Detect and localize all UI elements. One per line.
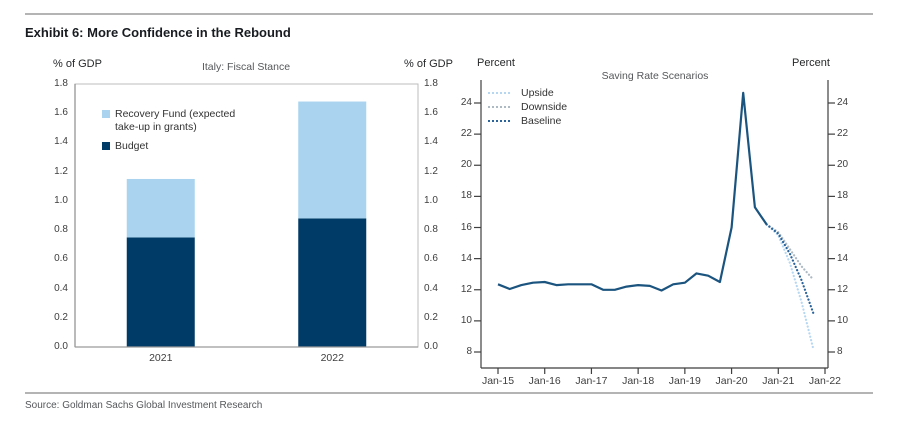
bar-ytick-right-1.0: 1.0 — [424, 194, 438, 206]
legend-item-budget: Budget — [102, 140, 247, 153]
bar-ytick-left-1.2: 1.2 — [54, 165, 68, 177]
line-ytick-right-8: 8 — [837, 346, 843, 357]
bottom-divider — [25, 392, 873, 394]
source-text: Source: Goldman Sachs Global Investment … — [25, 400, 263, 411]
legend-label: Upside — [521, 87, 554, 99]
line-ytick-left-8: 8 — [466, 346, 472, 357]
line-ytick-right-22: 22 — [837, 128, 849, 140]
top-divider — [25, 13, 873, 15]
bar-ytick-right-0.4: 0.4 — [424, 282, 438, 294]
bar-ytick-right-0.8: 0.8 — [424, 224, 438, 236]
bar-segment-recovery-2022 — [298, 101, 367, 219]
bar-segment-recovery-2021 — [126, 178, 195, 238]
line-ytick-left-10: 10 — [460, 314, 472, 326]
bar-ytick-left-1.0: 1.0 — [54, 194, 68, 206]
bar-ytick-right-0.0: 0.0 — [424, 341, 438, 352]
line-xtick-Jan-18: Jan-18 — [622, 375, 655, 387]
legend-item-recovery-fund: Recovery Fund (expected take-up in grant… — [102, 108, 247, 134]
bar-ytick-right-1.6: 1.6 — [424, 107, 438, 119]
legend-label: Baseline — [521, 115, 562, 127]
baseline-dotted-line-icon — [488, 120, 510, 122]
exhibit-title: Exhibit 6: More Confidence in the Reboun… — [25, 25, 291, 40]
bar-ytick-right-0.6: 0.6 — [424, 253, 438, 265]
budget-swatch-icon — [102, 142, 110, 151]
series-line-downside — [765, 223, 815, 281]
bar-ytick-right-1.2: 1.2 — [424, 165, 438, 177]
upside-dotted-line-icon — [488, 92, 510, 94]
bar-ytick-right-0.2: 0.2 — [424, 311, 438, 323]
line-ytick-left-24: 24 — [460, 97, 472, 108]
bar-ytick-left-0.6: 0.6 — [54, 253, 68, 265]
bar-ytick-left-0.4: 0.4 — [54, 282, 68, 294]
bar-chart-title: Italy: Fiscal Stance — [201, 61, 291, 73]
legend-item-upside: Upside — [488, 86, 567, 100]
line-chart-title: Saving Rate Scenarios — [601, 70, 709, 82]
legend-item-downside: Downside — [488, 100, 567, 114]
line-ytick-left-14: 14 — [460, 252, 472, 264]
line-ytick-left-12: 12 — [460, 283, 472, 295]
line-ytick-left-20: 20 — [460, 159, 472, 171]
downside-dotted-line-icon — [488, 106, 510, 108]
line-xtick-Jan-21: Jan-21 — [762, 375, 795, 387]
line-xtick-Jan-19: Jan-19 — [668, 375, 701, 387]
recovery-fund-swatch-icon — [102, 110, 110, 118]
bar-ytick-left-1.6: 1.6 — [54, 107, 68, 119]
line-ytick-right-24: 24 — [837, 97, 849, 108]
line-chart-legend: Upside Downside Baseline — [488, 86, 567, 128]
bar-unit-label-left: % of GDP — [53, 58, 102, 70]
legend-label: Downside — [521, 101, 568, 113]
line-ytick-right-12: 12 — [837, 283, 849, 295]
line-unit-label-right: Percent — [792, 57, 830, 69]
legend-label: Recovery Fund (expected take-up in grant… — [115, 108, 236, 134]
series-line-upside — [765, 223, 815, 350]
line-xtick-Jan-15: Jan-15 — [481, 375, 515, 387]
line-ytick-right-10: 10 — [837, 314, 849, 326]
bar-ytick-right-1.4: 1.4 — [424, 136, 438, 148]
line-ytick-right-18: 18 — [837, 190, 849, 202]
bar-unit-label-right: % of GDP — [404, 58, 453, 70]
series-line-baseline — [765, 223, 815, 315]
line-ytick-left-16: 16 — [460, 221, 472, 233]
bar-chart-legend: Recovery Fund (expected take-up in grant… — [102, 108, 247, 153]
bar-ytick-left-1.8: 1.8 — [54, 78, 68, 89]
bar-ytick-left-1.4: 1.4 — [54, 136, 68, 148]
bar-category-label-2022: 2022 — [320, 352, 344, 364]
line-ytick-right-20: 20 — [837, 159, 849, 171]
bar-ytick-left-0.0: 0.0 — [54, 341, 68, 352]
line-xtick-Jan-16: Jan-16 — [528, 375, 561, 387]
bar-segment-budget-2021 — [126, 237, 195, 347]
bar-ytick-left-0.8: 0.8 — [54, 224, 68, 236]
series-line-history — [497, 91, 768, 292]
bar-ytick-left-0.2: 0.2 — [54, 311, 68, 323]
line-unit-label-left: Percent — [477, 57, 515, 69]
line-ytick-right-14: 14 — [837, 252, 849, 264]
legend-item-baseline: Baseline — [488, 114, 567, 128]
line-xtick-Jan-17: Jan-17 — [575, 375, 608, 387]
line-xtick-Jan-22: Jan-22 — [808, 375, 842, 387]
bar-segment-budget-2022 — [298, 218, 367, 347]
line-xtick-Jan-20: Jan-20 — [715, 375, 748, 387]
line-ytick-right-16: 16 — [837, 221, 849, 233]
legend-label: Budget — [115, 140, 149, 153]
line-ytick-left-18: 18 — [460, 190, 472, 202]
bar-ytick-right-1.8: 1.8 — [424, 78, 438, 89]
line-ytick-left-22: 22 — [460, 128, 472, 140]
bar-category-label-2021: 2021 — [149, 352, 173, 364]
